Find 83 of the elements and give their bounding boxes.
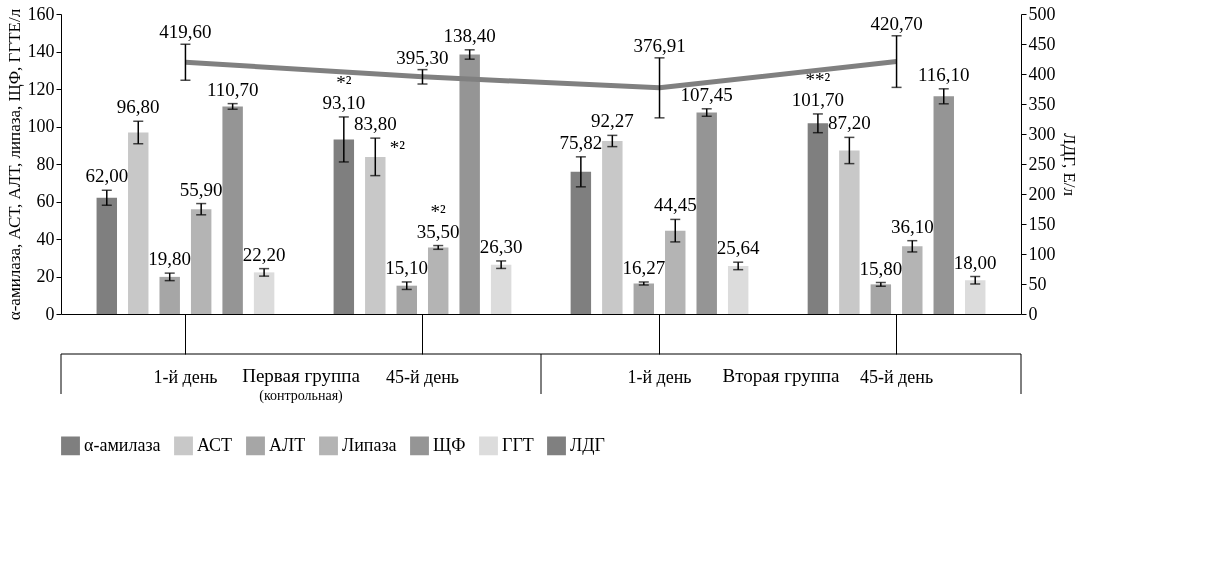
data-label: 92,27 xyxy=(590,110,634,132)
bar xyxy=(570,171,592,314)
y-tick-label: 40 xyxy=(36,228,55,249)
y-tick-label: 0 xyxy=(45,303,55,324)
data-label: 62,00 xyxy=(85,165,129,187)
data-label: 55,90 xyxy=(179,178,223,200)
y-axis-title: α-амилаза, АСТ, АЛТ, липаза, ЩФ, ГГТЕ/л xyxy=(4,8,24,321)
y-tick-label: 120 xyxy=(27,78,55,99)
annotation: **² xyxy=(805,68,831,90)
data-label: 36,10 xyxy=(890,215,934,237)
bar xyxy=(128,132,149,314)
bar xyxy=(459,54,480,314)
annotation: *² xyxy=(336,71,352,93)
data-label: 96,80 xyxy=(116,96,160,118)
y2-tick-label: 200 xyxy=(1028,183,1056,204)
data-label: 395,30 xyxy=(396,46,449,68)
y2-tick-label: 100 xyxy=(1028,243,1056,264)
legend-label: АСТ xyxy=(197,434,233,455)
annotation: *² xyxy=(389,137,406,159)
x-tick-label: 1-й день xyxy=(627,366,692,387)
data-label: 75,82 xyxy=(559,131,603,153)
y2-tick-label: 250 xyxy=(1028,153,1056,174)
bar xyxy=(96,197,118,314)
y2-axis-title: ЛДГ, Е/л xyxy=(1059,132,1079,197)
y2-tick-label: 150 xyxy=(1028,213,1056,234)
legend-label: АЛТ xyxy=(269,434,306,455)
y2-tick-label: 0 xyxy=(1028,303,1038,324)
data-label: 83,80 xyxy=(353,113,397,135)
bar xyxy=(902,246,923,314)
y-tick-label: 20 xyxy=(36,266,55,286)
legend-label: ЩФ xyxy=(433,434,466,455)
x-tick-label: 45-й день xyxy=(385,366,460,387)
data-label: 16,27 xyxy=(622,256,666,278)
x-tick-label: 1-й день xyxy=(153,366,218,387)
bar xyxy=(665,230,686,314)
data-label: 22,20 xyxy=(242,243,286,265)
y-tick-label: 100 xyxy=(27,116,55,136)
y2-tick-label: 400 xyxy=(1028,63,1056,84)
data-label: 101,70 xyxy=(791,88,845,110)
data-label: 44,45 xyxy=(653,194,697,216)
x-tick-label: 45-й день xyxy=(859,366,934,387)
annotation: *² xyxy=(430,200,447,222)
y2-tick-label: 350 xyxy=(1028,93,1056,114)
legend-label: α-амилаза xyxy=(84,434,161,455)
data-label: 376,91 xyxy=(633,34,686,56)
data-label: 93,10 xyxy=(322,91,366,113)
data-label: 25,64 xyxy=(716,237,761,259)
y2-tick-label: 50 xyxy=(1028,273,1047,294)
data-label: 138,40 xyxy=(443,24,496,46)
bar xyxy=(807,123,829,314)
y2-tick-label: 300 xyxy=(1028,123,1056,144)
data-label: 420,70 xyxy=(870,12,923,34)
bar xyxy=(870,284,892,314)
data-label: 18,00 xyxy=(953,251,997,273)
data-label: 15,10 xyxy=(385,256,429,278)
y2-tick-label: 450 xyxy=(1028,33,1056,54)
data-label: 26,30 xyxy=(479,235,523,257)
y-tick-label: 140 xyxy=(27,41,55,61)
bar xyxy=(365,156,386,314)
data-label: 116,10 xyxy=(917,63,970,85)
legend-label: ЛДГ xyxy=(570,434,605,455)
data-label: 19,80 xyxy=(148,248,192,270)
bar xyxy=(333,139,355,314)
bar xyxy=(633,283,655,314)
bar xyxy=(190,209,212,314)
text: Вторая группа xyxy=(722,365,841,386)
y2-tick-label: 500 xyxy=(1028,3,1056,24)
data-label: 87,20 xyxy=(827,112,871,134)
y-tick-label: 80 xyxy=(36,153,55,174)
data-label: 107,45 xyxy=(680,83,733,105)
y-tick-label: 160 xyxy=(27,3,55,24)
legend-label: Липаза xyxy=(342,434,397,455)
bar xyxy=(933,96,954,314)
data-label: 110,70 xyxy=(206,78,259,100)
data-label: 15,80 xyxy=(859,257,903,279)
text: (контрольная) xyxy=(259,388,344,404)
y-tick-label: 60 xyxy=(36,191,55,211)
bar xyxy=(839,150,860,314)
legend-label: ГГТ xyxy=(502,434,534,455)
text: Первая группа xyxy=(242,365,361,386)
bar xyxy=(602,140,623,314)
data-label: 419,60 xyxy=(159,21,212,43)
data-label: 35,50 xyxy=(416,220,460,242)
